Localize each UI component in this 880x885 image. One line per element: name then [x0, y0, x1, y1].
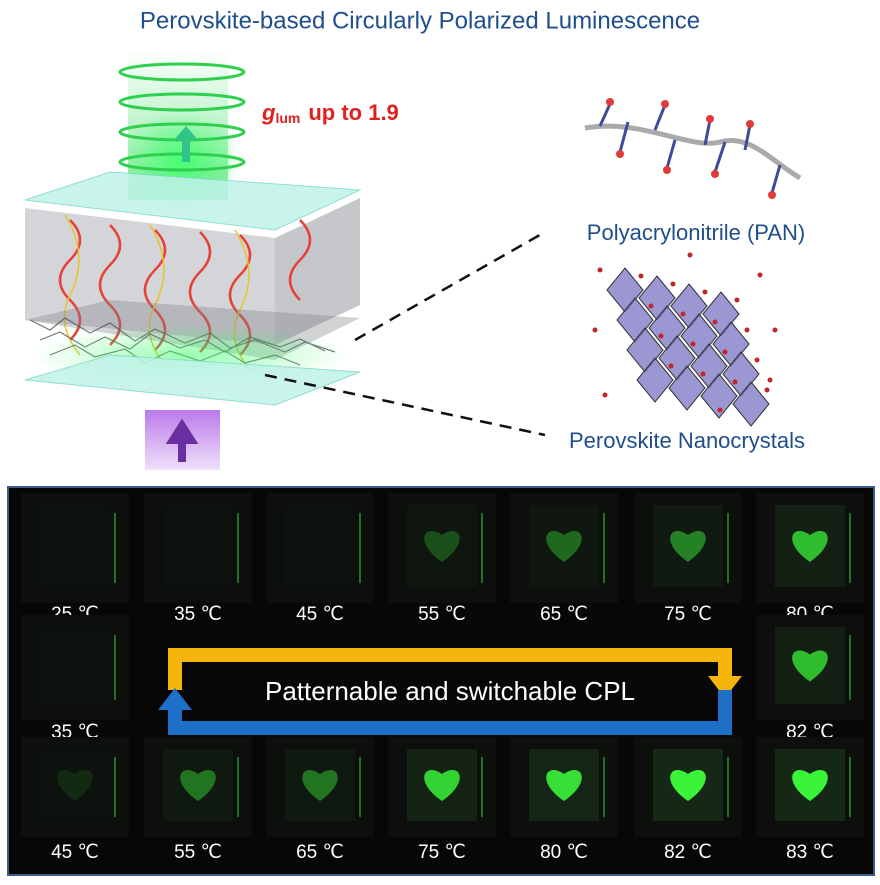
heart-pattern — [180, 770, 216, 801]
atom — [717, 407, 723, 413]
atom — [732, 379, 738, 385]
temperature-label: 45 ℃ — [296, 604, 344, 625]
atom — [602, 392, 608, 398]
sample-film — [285, 749, 355, 821]
sample-film — [529, 505, 599, 587]
heart-pattern — [546, 531, 582, 562]
atom — [648, 303, 654, 309]
atom — [690, 341, 696, 347]
glum-subscript: lum — [275, 110, 300, 126]
glum-label: glum up to 1.9 — [261, 100, 399, 126]
heart-pattern — [302, 770, 338, 801]
sample-film — [40, 627, 110, 704]
temperature-label: 45 ℃ — [51, 842, 99, 863]
temperature-label: 75 ℃ — [418, 842, 466, 863]
glum-value: up to 1.9 — [308, 100, 398, 125]
sample-film — [40, 505, 110, 587]
photo-tile — [144, 737, 252, 837]
atom — [722, 349, 728, 355]
sample-film — [285, 505, 355, 587]
photo-tile — [266, 493, 374, 603]
nanocrystal-label: Perovskite Nanocrystals — [569, 428, 805, 453]
heart-pattern — [792, 531, 828, 562]
photo-tile — [21, 493, 129, 603]
photo-tile — [510, 493, 618, 603]
perovskite-crystal — [592, 252, 778, 427]
atom — [757, 272, 763, 278]
atom — [597, 267, 603, 273]
glum-symbol: g — [261, 100, 276, 125]
heart-pattern — [546, 770, 582, 801]
panel-caption: Patternable and switchable CPL — [265, 676, 635, 706]
temperature-label: 65 ℃ — [296, 842, 344, 863]
atom — [754, 357, 760, 363]
octahedron — [636, 357, 674, 403]
atom — [744, 327, 750, 333]
temperature-label: 55 ℃ — [418, 604, 466, 625]
atom — [772, 327, 778, 333]
photo-tile — [21, 737, 129, 837]
temperature-label: 75 ℃ — [664, 604, 712, 625]
temperature-label: 83 ℃ — [786, 842, 834, 863]
temperature-label: 80 ℃ — [540, 842, 588, 863]
pan-label: Polyacrylonitrile (PAN) — [587, 220, 805, 245]
title: Perovskite-based Circularly Polarized Lu… — [140, 7, 700, 34]
heart-pattern — [792, 650, 828, 682]
temperature-label: 82 ℃ — [664, 842, 712, 863]
atom — [658, 333, 664, 339]
temperature-label: 65 ℃ — [540, 604, 588, 625]
heart-pattern — [670, 531, 706, 562]
photo-tile — [266, 737, 374, 837]
octahedron — [732, 381, 770, 427]
atom — [680, 311, 686, 317]
atom — [687, 252, 693, 258]
sample-film — [653, 505, 723, 587]
octahedron — [700, 373, 738, 419]
photo-tile — [388, 493, 496, 603]
heart-pattern — [57, 770, 93, 801]
sample-film — [163, 749, 233, 821]
heart-pattern — [670, 770, 706, 801]
atom — [670, 281, 676, 287]
atom — [592, 327, 598, 333]
sample-film — [163, 505, 233, 587]
heart-pattern — [424, 770, 460, 801]
atom — [638, 273, 644, 279]
atom — [764, 387, 770, 393]
tile-grid: 25 ℃ 35 ℃ 45 ℃ 55 ℃ 65 ℃ 75 ℃ 80 ℃35 ℃ 82 ℃45 ℃… — [21, 493, 864, 863]
atom — [767, 377, 773, 383]
pan-molecule — [584, 98, 802, 199]
atom — [712, 319, 718, 325]
photo-tile — [144, 493, 252, 603]
temperature-label: 35 ℃ — [174, 604, 222, 625]
atom — [702, 289, 708, 295]
atom — [734, 297, 740, 303]
switch-arrows — [158, 648, 742, 735]
heart-pattern — [792, 770, 828, 801]
atom — [668, 363, 674, 369]
atom — [700, 371, 706, 377]
connector-lines — [264, 230, 546, 437]
sample-film — [40, 749, 110, 821]
sample-film — [407, 505, 477, 587]
temperature-label: 55 ℃ — [174, 842, 222, 863]
heart-pattern — [424, 531, 460, 562]
photo-tile — [634, 493, 742, 603]
device-illustration — [24, 50, 362, 470]
octahedron — [668, 365, 706, 411]
photo-tile — [21, 615, 129, 720]
